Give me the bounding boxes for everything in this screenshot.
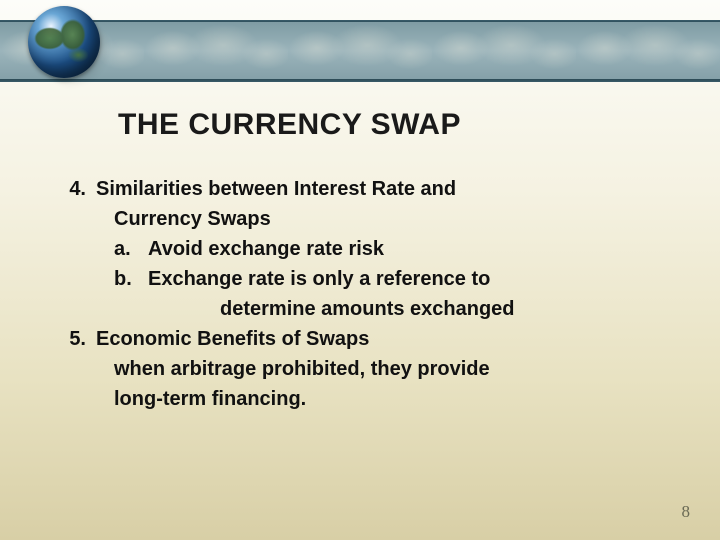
sub-letter: b. xyxy=(114,264,148,294)
header-border-bottom xyxy=(0,79,720,82)
sub-text: Avoid exchange rate risk xyxy=(148,234,384,264)
item-text: Currency Swaps xyxy=(60,204,670,234)
sub-letter: a. xyxy=(114,234,148,264)
sub-item: a. Avoid exchange rate risk xyxy=(60,234,670,264)
slide-body: 4. Similarities between Interest Rate an… xyxy=(60,174,670,414)
map-segment xyxy=(144,22,288,80)
sub-item: b. Exchange rate is only a reference to xyxy=(60,264,670,294)
page-number: 8 xyxy=(682,502,691,522)
list-item: 4. Similarities between Interest Rate an… xyxy=(60,174,670,204)
item-number: 4. xyxy=(60,174,96,204)
item-text: Similarities between Interest Rate and xyxy=(96,174,456,204)
map-segment xyxy=(576,22,720,80)
globe-icon xyxy=(28,6,100,78)
sub-text: Exchange rate is only a reference to xyxy=(148,264,490,294)
item-text: Economic Benefits of Swaps xyxy=(96,324,369,354)
sub-text-cont: determine amounts exchanged xyxy=(60,294,670,324)
item-text: long-term financing. xyxy=(60,384,670,414)
map-segment xyxy=(288,22,432,80)
map-segment xyxy=(432,22,576,80)
list-item: 5. Economic Benefits of Swaps xyxy=(60,324,670,354)
item-text: when arbitrage prohibited, they provide xyxy=(60,354,670,384)
slide-title: THE CURRENCY SWAP xyxy=(118,108,461,142)
item-number: 5. xyxy=(60,324,96,354)
